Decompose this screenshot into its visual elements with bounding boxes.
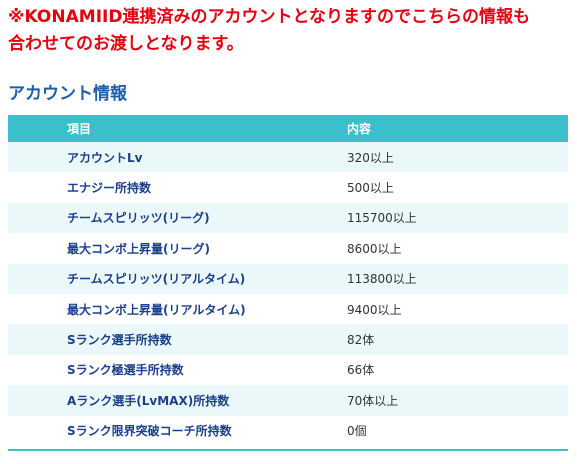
row-item-name: Aランク選手(LvMAX)所持数 xyxy=(8,385,345,416)
notice-line-2: 合わせてのお渡しとなります。 xyxy=(8,34,244,54)
row-item-value: 320以上 xyxy=(345,142,568,173)
table-row: アカウントLv 320以上 xyxy=(8,142,568,173)
section-title: アカウント情報 xyxy=(8,84,127,104)
row-item-name: Sランク選手所持数 xyxy=(8,324,345,355)
table-row: 最大コンボ上昇量(リーグ) 8600以上 xyxy=(8,233,568,264)
header-item: 項目 xyxy=(8,115,345,142)
row-item-value: 82体 xyxy=(345,324,568,355)
row-item-value: 0個 xyxy=(345,415,568,446)
table-row: エナジー所持数 500以上 xyxy=(8,172,568,203)
table-bottom-border xyxy=(8,449,568,451)
table-row: Sランク限界突破コーチ所持数 0個 xyxy=(8,415,568,446)
row-item-value: 8600以上 xyxy=(345,233,568,264)
row-item-name: アカウントLv xyxy=(8,142,345,173)
row-item-name: 最大コンボ上昇量(リアルタイム) xyxy=(8,293,345,325)
table-row: 最大コンボ上昇量(リアルタイム) 9400以上 xyxy=(8,293,568,325)
row-item-name: チームスピリッツ(リーグ) xyxy=(8,202,345,234)
account-info-table: 項目 内容 アカウントLv 320以上 エナジー所持数 500以上 チームスピリ… xyxy=(8,115,568,446)
table-header-row: 項目 内容 xyxy=(8,115,568,142)
row-item-value: 70体以上 xyxy=(345,385,568,416)
row-item-name: 最大コンボ上昇量(リーグ) xyxy=(8,233,345,264)
row-item-name: Sランク極選手所持数 xyxy=(8,354,345,386)
row-item-value: 9400以上 xyxy=(345,293,568,325)
table-row: チームスピリッツ(リアルタイム) 113800以上 xyxy=(8,263,568,294)
row-item-name: エナジー所持数 xyxy=(8,172,345,203)
row-item-value: 113800以上 xyxy=(345,263,568,294)
table-row: Sランク極選手所持数 66体 xyxy=(8,354,568,386)
notice-line-1: ※KONAMIID連携済みのアカウントとなりますのでこちらの情報も xyxy=(8,7,530,27)
row-item-name: チームスピリッツ(リアルタイム) xyxy=(8,263,345,294)
notice-message: ※KONAMIID連携済みのアカウントとなりますのでこちらの情報も 合わせてのお… xyxy=(8,4,573,58)
table-row: Sランク選手所持数 82体 xyxy=(8,324,568,355)
row-item-value: 66体 xyxy=(345,354,568,386)
table-row: チームスピリッツ(リーグ) 115700以上 xyxy=(8,202,568,234)
header-content: 内容 xyxy=(345,115,568,142)
row-item-name: Sランク限界突破コーチ所持数 xyxy=(8,415,345,446)
row-item-value: 115700以上 xyxy=(345,202,568,234)
table-row: Aランク選手(LvMAX)所持数 70体以上 xyxy=(8,385,568,416)
row-item-value: 500以上 xyxy=(345,172,568,203)
